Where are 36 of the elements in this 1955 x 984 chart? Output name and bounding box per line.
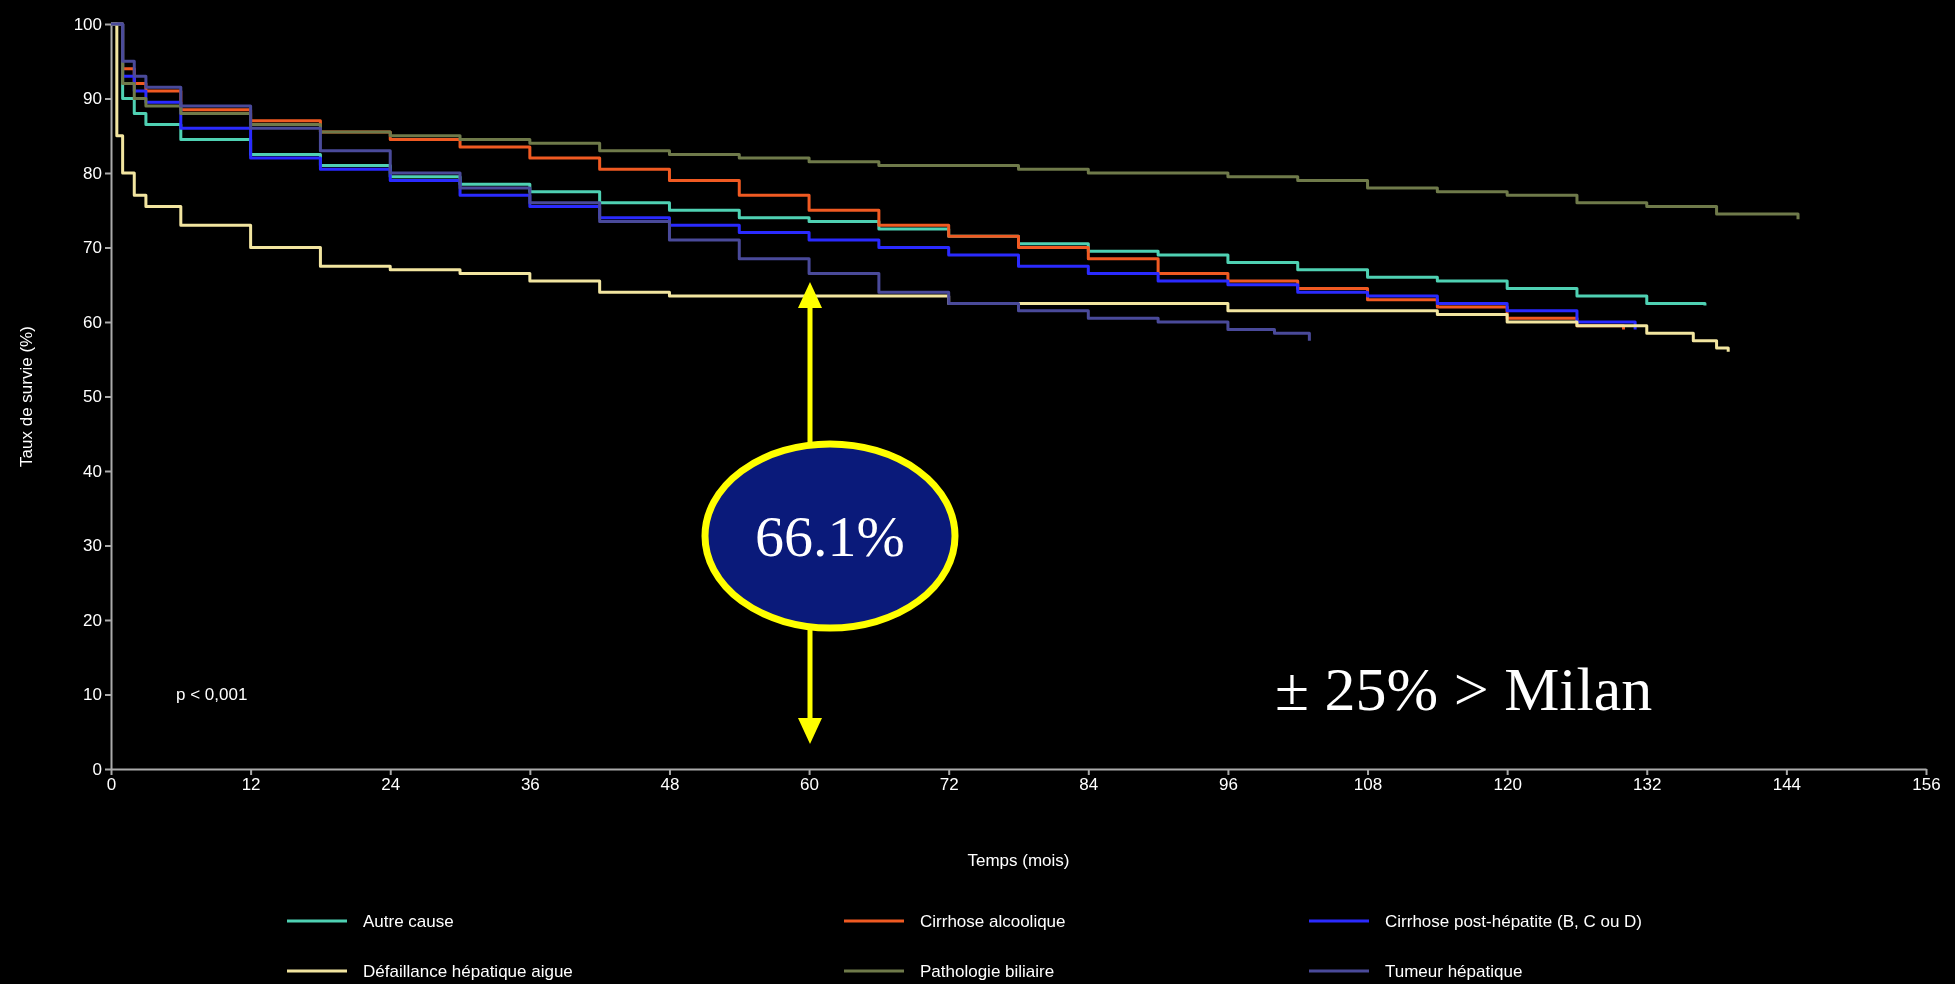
y-tick-label: 30 bbox=[83, 536, 102, 556]
y-tick-label: 100 bbox=[73, 14, 102, 34]
y-tick-label: 90 bbox=[83, 89, 102, 109]
y-tick-label: 40 bbox=[83, 461, 102, 481]
y-tick-label: 0 bbox=[92, 759, 102, 779]
x-tick-label: 24 bbox=[381, 775, 401, 795]
x-tick-label: 72 bbox=[939, 775, 959, 795]
x-tick-label: 156 bbox=[1912, 775, 1941, 795]
x-tick-label: 96 bbox=[1218, 775, 1238, 795]
annotation: ± 25% > Milan bbox=[1275, 655, 1653, 723]
y-tick-label: 10 bbox=[83, 685, 102, 705]
annotation: 66.1% bbox=[755, 504, 905, 569]
x-tick-label: 84 bbox=[1079, 775, 1099, 795]
legend-label: Autre cause bbox=[363, 912, 454, 931]
x-tick-label: 60 bbox=[800, 775, 820, 795]
y-tick-label: 20 bbox=[83, 610, 102, 630]
y-tick-label: 60 bbox=[83, 312, 102, 332]
x-tick-label: 0 bbox=[106, 775, 117, 795]
x-tick-label: 144 bbox=[1772, 775, 1802, 795]
legend-label: Tumeur hépatique bbox=[1385, 962, 1523, 981]
y-tick-label: 80 bbox=[83, 163, 102, 183]
x-tick-label: 132 bbox=[1633, 775, 1662, 795]
legend-label: Cirrhose post-hépatite (B, C ou D) bbox=[1385, 912, 1642, 931]
y-tick-label: 50 bbox=[83, 387, 102, 407]
legend-label: Pathologie biliaire bbox=[920, 962, 1055, 981]
legend-label: Défaillance hépatique aigue bbox=[363, 962, 573, 981]
x-tick-label: 36 bbox=[520, 775, 540, 795]
x-tick-label: 48 bbox=[660, 775, 680, 795]
y-axis-title: Taux de survie (%) bbox=[17, 326, 36, 467]
x-tick-label: 108 bbox=[1353, 775, 1383, 795]
x-tick-label: 12 bbox=[241, 775, 261, 795]
annotation: p < 0,001 bbox=[176, 685, 248, 704]
legend-label: Cirrhose alcoolique bbox=[920, 912, 1066, 931]
x-tick-label: 120 bbox=[1493, 775, 1522, 795]
y-tick-label: 70 bbox=[83, 238, 102, 258]
x-axis-title: Temps (mois) bbox=[967, 851, 1070, 870]
